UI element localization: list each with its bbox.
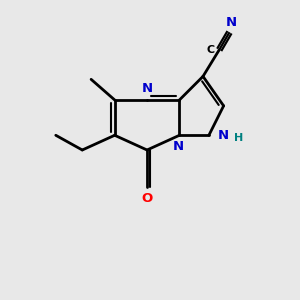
Text: N: N: [142, 82, 153, 94]
Text: N: N: [218, 129, 229, 142]
Text: N: N: [172, 140, 184, 153]
Text: N: N: [225, 16, 236, 29]
Text: C: C: [207, 45, 215, 55]
Text: H: H: [234, 133, 243, 143]
Text: O: O: [141, 192, 153, 205]
